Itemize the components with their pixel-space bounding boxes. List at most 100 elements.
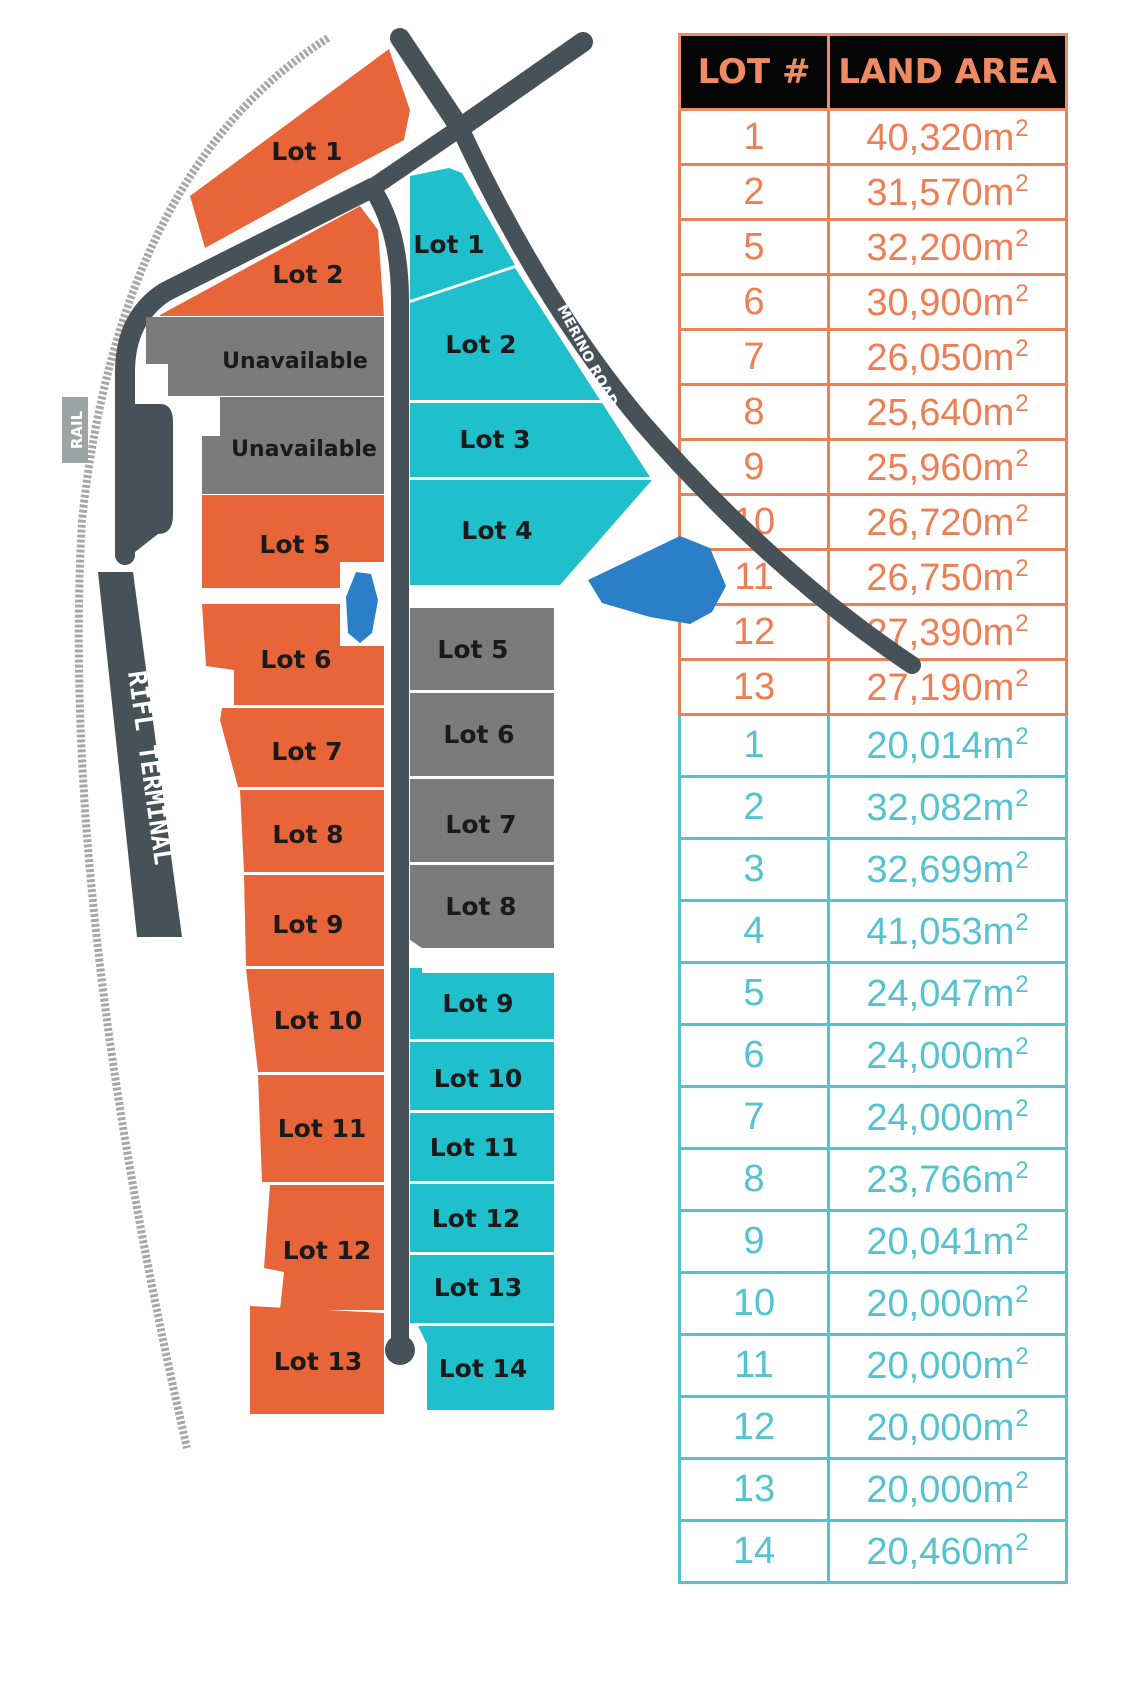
lot-number-cell: 8 [678,1147,830,1212]
lot-number-cell: 9 [678,1209,830,1274]
east-lot-9[interactable] [244,875,384,966]
lot-number-cell: 8 [678,383,830,441]
east-lot-8-label: Lot 8 [272,820,343,849]
east-lot-13-label: Lot 13 [274,1347,363,1376]
land-area-cell: 24,047m2 [827,961,1068,1026]
land-area-value: 20,000m [866,1345,1015,1387]
lot-number-cell: 5 [678,218,830,276]
land-area-value: 20,041m [866,1221,1015,1263]
lot-number-cell: 7 [678,328,830,386]
west-lot-2[interactable] [410,268,600,400]
land-area-cell: 30,900m2 [827,273,1068,331]
west-lot-10[interactable] [410,1042,554,1110]
west-lot-5[interactable] [410,608,554,690]
west-lot-2-label: Lot 2 [445,330,516,359]
area-unit-superscript: 2 [1015,1157,1029,1184]
west-lot-13-label: Lot 13 [434,1273,523,1302]
west-lot-13[interactable] [410,1255,554,1323]
west-lot-4[interactable] [410,480,652,585]
west-lot-12[interactable] [410,1184,554,1252]
table-row: 6 24,000m2 [678,1023,1068,1088]
east-lot-11[interactable] [258,1075,384,1182]
east-lot-10-label: Lot 10 [274,1006,363,1035]
land-area-value: 32,082m [866,787,1015,829]
lot-number-cell: 1 [678,108,830,166]
east-lot-1[interactable] [190,49,410,248]
west-lot-3[interactable] [410,403,650,477]
table-row: 8 23,766m2 [678,1147,1068,1212]
lot-number-cell: 13 [678,1457,830,1522]
rail-line [74,34,331,1449]
land-area-value: 26,050m [866,336,1015,379]
table-row: 10 26,720m2 [678,493,1068,551]
west-lot-4-label: Lot 4 [461,516,532,545]
lot-number-cell: 10 [678,1271,830,1336]
east-lot-9-label: Lot 9 [272,910,343,939]
area-unit-superscript: 2 [1015,664,1029,692]
west-lot-11[interactable] [410,1113,554,1181]
rail-tag: RAIL [62,397,88,463]
unavailable-2 [202,397,384,494]
east-lot-10[interactable] [246,969,384,1072]
table-row: 9 25,960m2 [678,438,1068,496]
table-row: 5 24,047m2 [678,961,1068,1026]
lot-number-cell: 7 [678,1085,830,1150]
land-area-value: 20,000m [866,1469,1015,1511]
land-area-value: 31,570m [866,171,1015,214]
west-lot-11-label: Lot 11 [430,1133,519,1162]
lot-number-cell: 6 [678,273,830,331]
land-area-value: 40,320m [866,116,1015,159]
east-lot-6[interactable] [202,604,384,705]
table-row: 13 27,190m2 [678,658,1068,716]
east-lot-8[interactable] [240,790,384,872]
area-unit-superscript: 2 [1015,499,1029,527]
table-row: 5 32,200m2 [678,218,1068,276]
west-lot-8[interactable] [410,865,554,948]
land-area-value: 27,190m [866,666,1015,709]
table-header-row: LOT # LAND AREA [678,33,1068,111]
west-lot-1-label: Lot 1 [413,230,484,259]
land-area-cell: 27,390m2 [827,603,1068,661]
west-lot-9[interactable] [410,968,554,1039]
west-lot-9-label: Lot 9 [442,989,513,1018]
table-row: 2 31,570m2 [678,163,1068,221]
area-unit-superscript: 2 [1015,1343,1029,1370]
land-area-cell: 25,640m2 [827,383,1068,441]
east-lot-12[interactable] [264,1185,384,1310]
land-area-cell: 32,200m2 [827,218,1068,276]
area-unit-superscript: 2 [1015,1219,1029,1246]
land-area-value: 25,640m [866,391,1015,434]
land-area-value: 20,014m [866,725,1015,767]
west-lot-6[interactable] [410,693,554,776]
land-area-value: 26,720m [866,501,1015,544]
table-row: 13 20,000m2 [678,1457,1068,1522]
lot-number-cell: 2 [678,163,830,221]
east-lot-2[interactable] [160,206,384,316]
west-lot-12-label: Lot 12 [432,1204,521,1233]
west-lot-7[interactable] [410,779,554,862]
east-lot-7[interactable] [220,708,384,787]
area-unit-superscript: 2 [1015,279,1029,307]
table-row: 7 26,050m2 [678,328,1068,386]
east-lots [146,49,410,1414]
terminal-siding [125,404,173,560]
land-area-cell: 24,000m2 [827,1085,1068,1150]
land-area-cell: 20,000m2 [827,1333,1068,1398]
east-lot-12-label: Lot 12 [283,1236,372,1265]
area-unit-superscript: 2 [1015,1095,1029,1122]
west-lot-1[interactable] [410,168,515,300]
lot-number-cell: 12 [678,1395,830,1460]
east-lot-5[interactable] [202,495,384,588]
area-unit-superscript: 2 [1015,1529,1029,1556]
table-row: 3 32,699m2 [678,837,1068,902]
lot-number-cell: 10 [678,493,830,551]
west-lot-14[interactable] [418,1326,554,1410]
land-area-cell: 25,960m2 [827,438,1068,496]
land-area-cell: 20,000m2 [827,1457,1068,1522]
land-area-cell: 20,460m2 [827,1519,1068,1584]
east-lot-13[interactable] [250,1306,384,1414]
area-unit-superscript: 2 [1015,554,1029,582]
west-lot-8-label: Lot 8 [445,892,516,921]
land-area-cell: 20,041m2 [827,1209,1068,1274]
area-unit-superscript: 2 [1015,909,1029,936]
